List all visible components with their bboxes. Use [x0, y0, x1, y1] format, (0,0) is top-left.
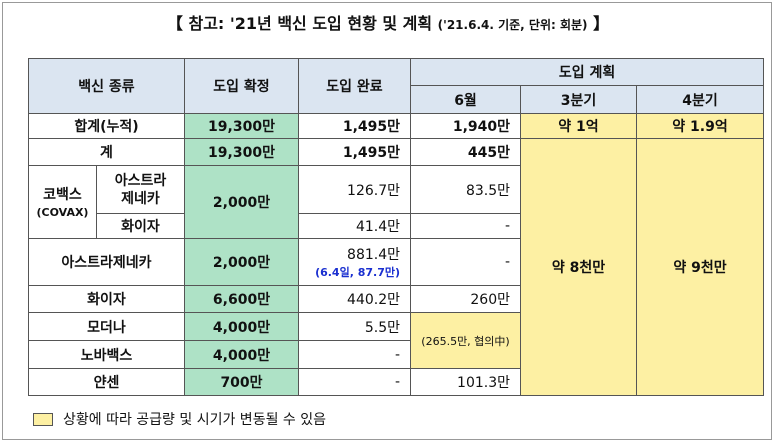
- cell: 260만: [410, 285, 521, 313]
- cell: 5.5만: [298, 312, 411, 341]
- row-label: 얀센: [28, 368, 185, 396]
- cell: 약 1.9억: [635, 113, 765, 139]
- row-label: 화이자: [28, 285, 185, 313]
- cell: 440.2만: [298, 285, 411, 313]
- row-label: 모더나: [28, 312, 185, 341]
- legend: 상황에 따라 공급량 및 시기가 변동될 수 있음: [33, 409, 326, 429]
- row-label: 노바백스: [28, 340, 185, 369]
- row-label: 아스트라제네카: [28, 238, 185, 286]
- title: 【 참고: '21년 백신 도입 현황 및 계획 ('21.6.4. 기준, 단…: [0, 10, 776, 34]
- row-label: 아스트라 제네카: [96, 165, 185, 214]
- cell: 약 8천만: [520, 138, 637, 396]
- cell: 126.7만: [298, 165, 411, 214]
- row-label: 화이자: [96, 213, 185, 239]
- title-note: ('21.6.4. 기준, 단위: 회분): [437, 18, 588, 32]
- header-cell: 도입 확정: [184, 58, 299, 114]
- cell: 1,940만: [410, 113, 521, 139]
- cell: -: [298, 368, 411, 396]
- cell: 2,000만: [184, 238, 299, 286]
- cell: 1,495만: [298, 138, 411, 166]
- header-cell: 3분기: [520, 85, 637, 114]
- vaccine-table: 백신 종류 도입 확정 도입 완료 도입 계획 6월 3분기 4분기 합계(누적…: [28, 58, 765, 396]
- header-cell: 도입 완료: [298, 58, 411, 114]
- cell: -: [298, 340, 411, 369]
- frame: [2, 2, 772, 440]
- cell: 1,495만: [298, 113, 411, 139]
- cell: -: [410, 238, 521, 286]
- header-cell: 백신 종류: [28, 58, 185, 114]
- cell: 2,000만: [184, 165, 299, 239]
- note: (6.4일, 87.7만): [315, 266, 400, 279]
- cell: 약 1억: [520, 113, 637, 139]
- cell: 881.4만 (6.4일, 87.7만): [298, 238, 411, 286]
- cell: 약 9천만: [635, 138, 765, 396]
- row-label: 코백스 (COVAX): [28, 165, 97, 239]
- cell: 19,300만: [184, 113, 299, 139]
- cell: 83.5만: [410, 165, 521, 214]
- label: (COVAX): [36, 206, 89, 219]
- header-cell: 4분기: [635, 85, 765, 114]
- cell: 700만: [184, 368, 299, 396]
- label: 코백스: [43, 187, 82, 203]
- cell: 445만: [410, 138, 521, 166]
- legend-text: 상황에 따라 공급량 및 시기가 변동될 수 있음: [63, 412, 326, 428]
- row-label: 합계(누적): [28, 113, 185, 139]
- title-text: 참고: '21년 백신 도입 현황 및 계획: [188, 14, 433, 33]
- header-cell: 6월: [410, 85, 521, 114]
- cell: 4,000만: [184, 340, 299, 369]
- cell: 4,000만: [184, 312, 299, 341]
- bracket: 】: [593, 14, 610, 33]
- value: 881.4만: [347, 247, 400, 263]
- cell: (265.5만, 협의中): [410, 312, 521, 369]
- header-cell: 도입 계획: [409, 58, 765, 86]
- row-label: 계: [28, 138, 185, 166]
- cell: 6,600만: [184, 285, 299, 313]
- bracket: 【: [166, 14, 183, 33]
- cell: 41.4만: [298, 213, 411, 239]
- cell: 19,300만: [184, 138, 299, 166]
- cell: 101.3만: [410, 368, 521, 396]
- legend-swatch: [33, 412, 53, 426]
- cell: -: [410, 213, 521, 239]
